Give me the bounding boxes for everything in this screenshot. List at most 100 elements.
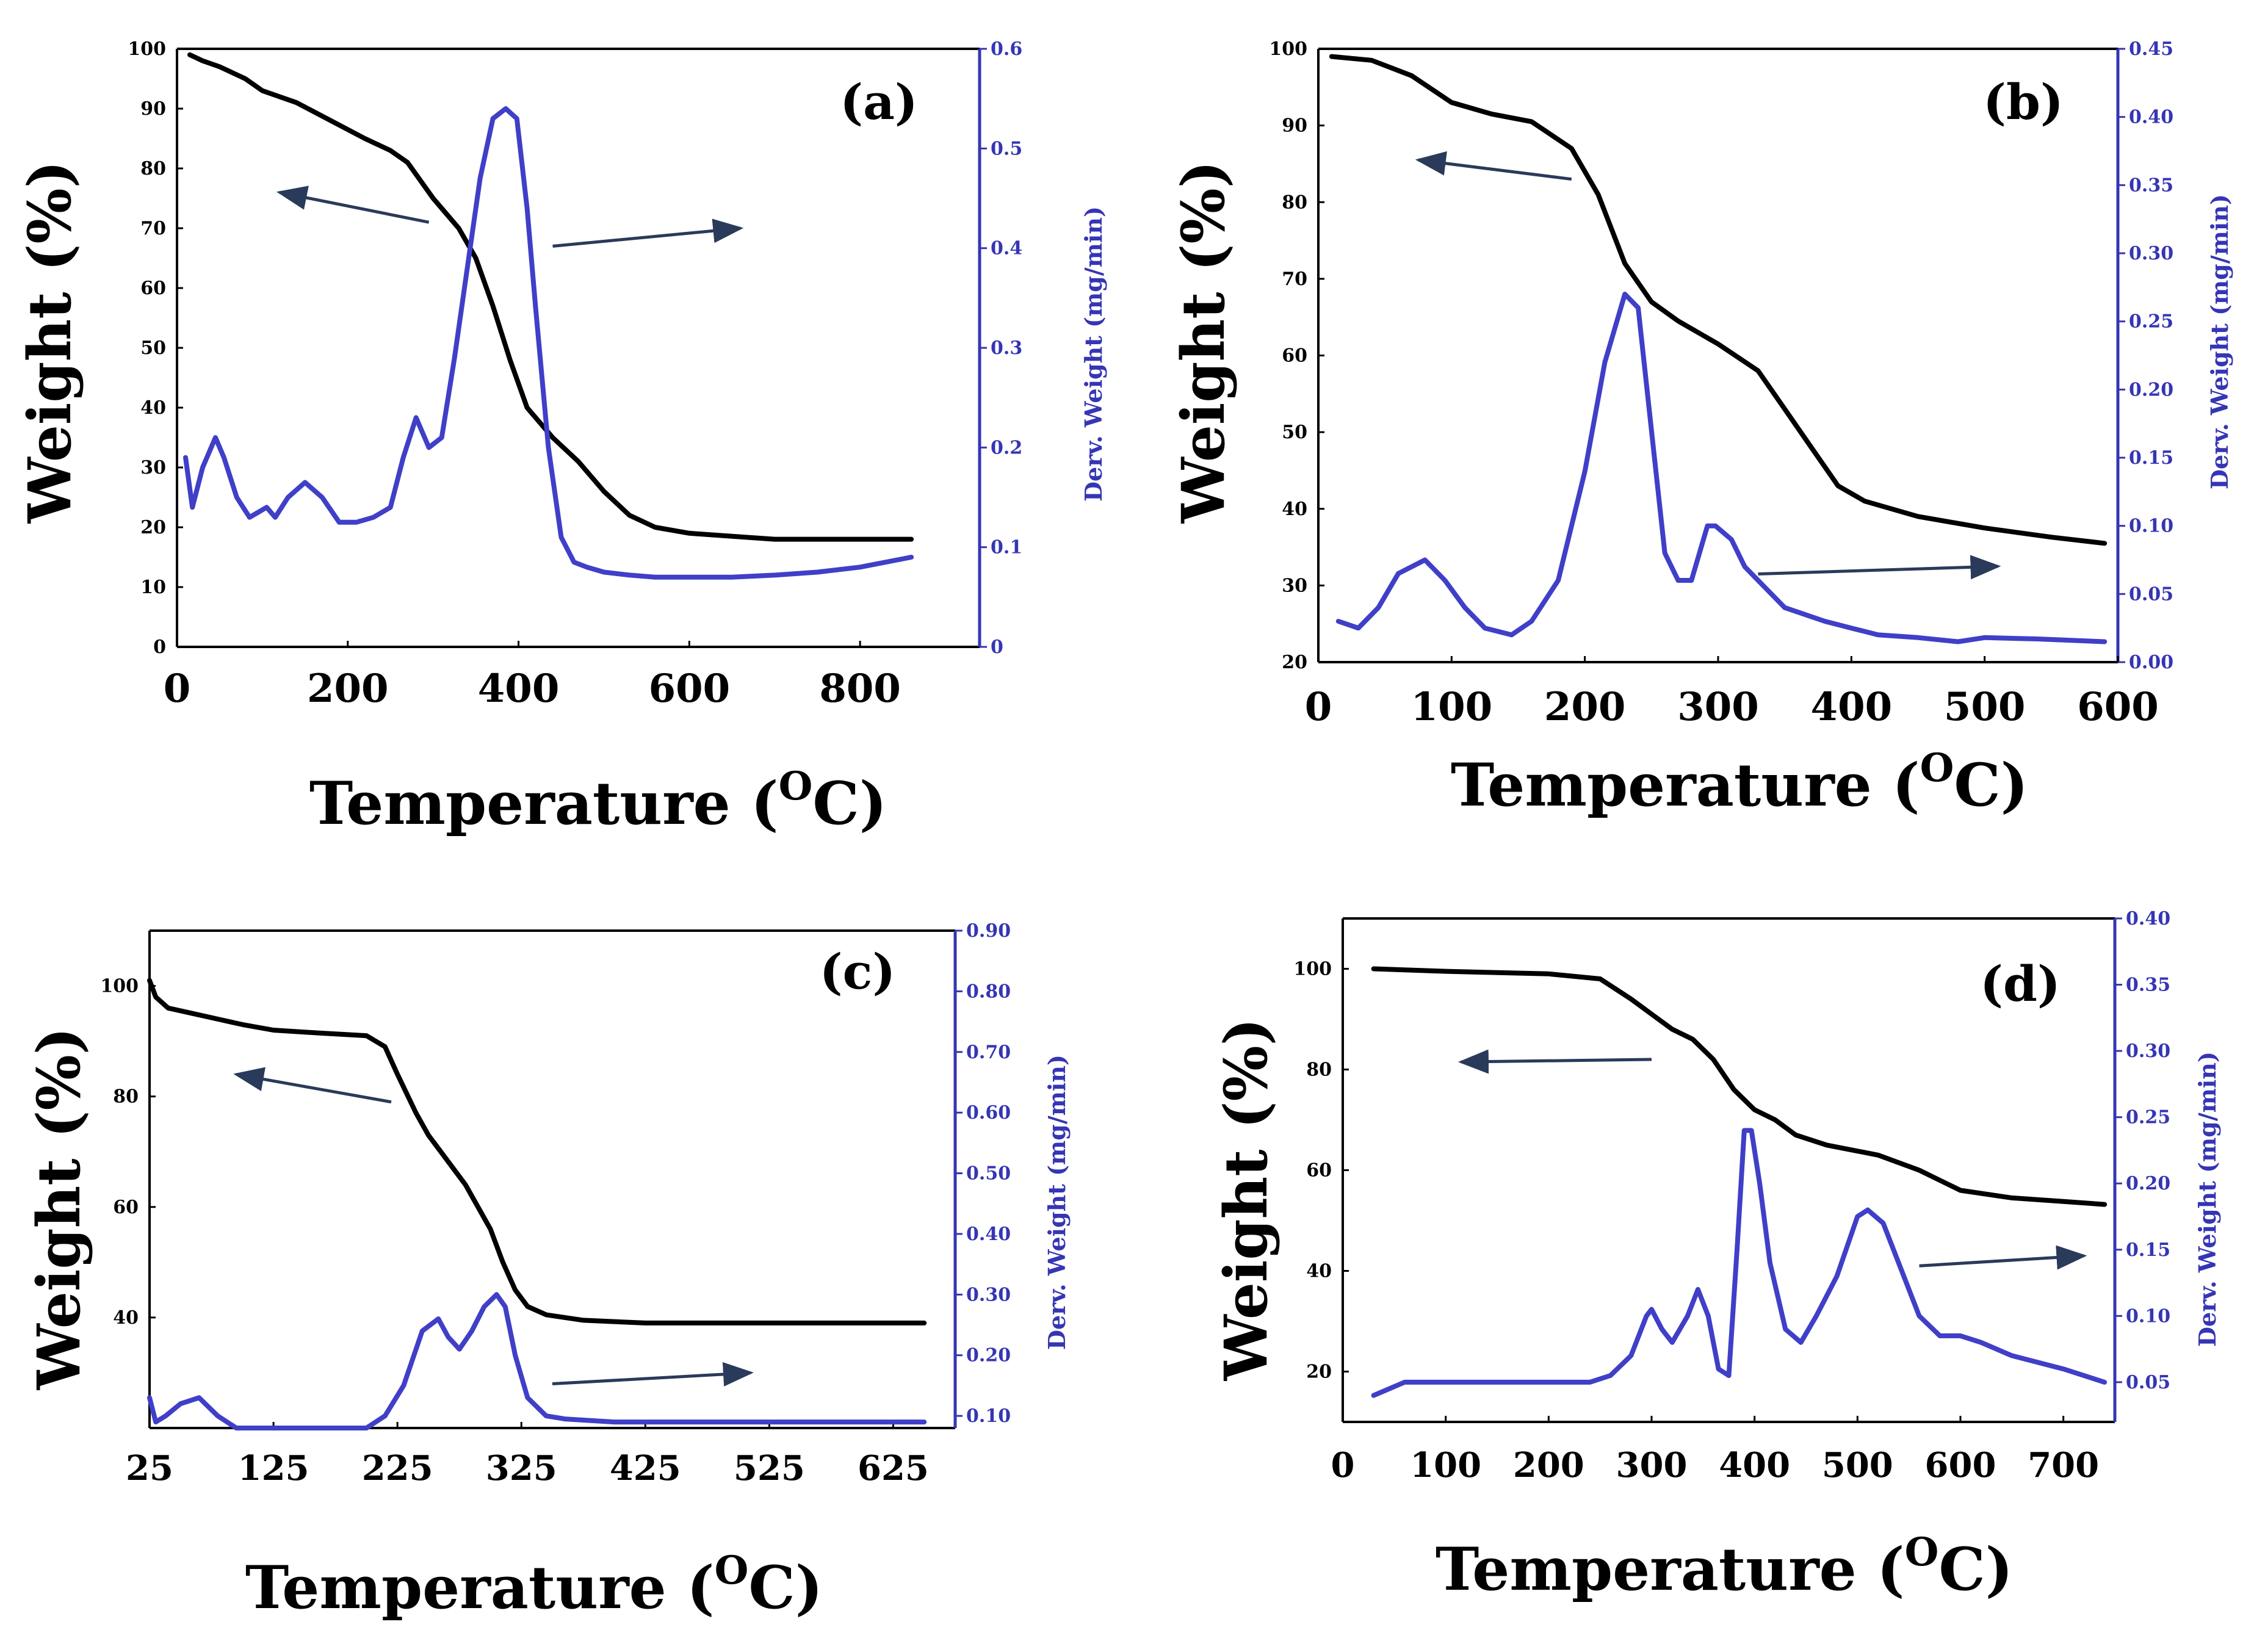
y2-tick-label: 0.15 [2126,1239,2170,1261]
x-tick-label: 600 [2077,684,2159,730]
y-tick-label: 60 [1306,1160,1332,1181]
x-tick-label: 0 [1305,684,1332,730]
y2-tick-label: 0.15 [2129,447,2173,469]
x-tick-label: 600 [649,666,731,712]
x-axis-title-degree: O [715,1548,749,1593]
panel-d: 20 40 60 80 100 0.05 0.10 0.15 0.20 0.25 0.30 0.35 0… [1212,908,2221,1604]
x-axis-title-degree: O [779,763,813,809]
y2-tick-label: 0.25 [2126,1107,2170,1128]
derivative-weight-series [1371,1128,2108,1398]
x-tick-label: 125 [238,1448,309,1488]
y-tick-label: 40 [140,397,166,419]
y-tick-label: 80 [1306,1059,1332,1081]
x-axis-title-main: Temperature ( [245,1553,715,1622]
y-tick-label: 100 [128,38,166,60]
derivative-weight-series [1335,292,2108,644]
x-tick-label: 300 [1616,1445,1688,1485]
x-tick-label: 200 [1544,684,1626,730]
y-axis-title: Weight (%) [1212,1018,1281,1381]
x-axis-title: Temperature (OC) [309,763,887,838]
panel-label: (c) [820,943,895,1000]
y-tick-label: 80 [140,158,166,179]
y2-tick-label: 0.20 [2126,1173,2170,1194]
x-axis-title-main: Temperature ( [309,769,779,838]
arrow-to-weight-axis [1458,1049,1652,1074]
x-tick-label: 625 [858,1448,929,1488]
x-tick-label: 200 [1513,1445,1584,1485]
arrow-to-deriv-axis [552,218,744,248]
x-tick-label: 0 [1331,1445,1355,1485]
panel-b: 20 30 40 50 60 70 80 90 100 0.00 0.05 0.10 0.15 0.20 0… [1169,38,2233,820]
y2-tick-label: 0.05 [2126,1372,2170,1393]
panel-label: (d) [1980,955,2061,1012]
y2-tick-label: 0.4 [991,238,1022,259]
y-axis-title: Weight (%) [24,1027,93,1390]
weight-series [147,978,927,1326]
y2-tick-label: 0.30 [2129,243,2173,264]
x-tick-label: 600 [1925,1445,1996,1485]
y2-tick-label: 0.25 [2129,311,2173,333]
y2-tick-label: 0.10 [2129,516,2173,537]
y2-tick-label: 0.20 [966,1345,1011,1366]
y2-tick-label: 0.10 [2126,1305,2170,1327]
x-axis-title-main: Temperature ( [1451,751,1920,820]
y-tick-label: 40 [113,1307,139,1329]
y2-tick-label: 0.45 [2129,38,2173,60]
x-axis-title-degree: O [1920,745,1954,791]
x-tick-label: 700 [2028,1445,2099,1485]
derivative-weight-series [147,1292,927,1430]
y-tick-label: 30 [1282,575,1307,596]
y-axis-title: Weight (%) [1169,161,1238,524]
x-tick-label: 100 [1410,1445,1481,1485]
y-tick-label: 0 [153,637,166,658]
y2-tick-label: 0.2 [991,437,1022,458]
y2-tick-label: 0.20 [2129,379,2173,400]
y2-tick-label: 0 [991,637,1003,658]
y-tick-label: 20 [140,517,166,538]
x-tick-label: 500 [1822,1445,1893,1485]
y-tick-label: 40 [1306,1261,1332,1282]
x-tick-label: 425 [610,1448,681,1488]
weight-series [187,52,914,542]
y2-tick-label: 0.6 [991,38,1022,60]
weight-series [1329,54,2108,546]
y2-tick-label: 0.50 [966,1163,1011,1185]
y2-axis-title: Derv. Weight (mg/min) [1043,1055,1071,1350]
x-tick-label: 400 [478,666,560,712]
panel-label: (a) [840,73,918,131]
y2-tick-label: 0.35 [2126,975,2170,996]
y-axis-title: Weight (%) [15,161,84,524]
arrow-to-weight-axis [276,186,430,224]
arrow-to-deriv-axis [1919,1245,2087,1270]
x-tick-label: 300 [1677,684,1759,730]
x-tick-label: 500 [1944,684,2026,730]
y2-tick-label: 0.35 [2129,175,2173,196]
y-tick-label: 60 [1282,345,1307,367]
y2-tick-label: 0.5 [991,138,1022,159]
x-tick-label: 25 [126,1448,173,1488]
y-tick-label: 100 [1293,959,1332,980]
y2-tick-label: 0.00 [2129,652,2173,673]
y2-tick-label: 0.40 [2129,107,2173,128]
y-tick-label: 50 [1282,422,1307,443]
x-tick-label: 400 [1811,684,1893,730]
y-tick-label: 40 [1282,499,1307,520]
y2-tick-label: 0.30 [2126,1041,2170,1062]
y2-tick-label: 0.1 [991,537,1022,558]
y2-tick-label: 0.3 [991,337,1022,359]
x-tick-label: 400 [1719,1445,1790,1485]
y-tick-label: 60 [140,278,166,299]
y2-tick-label: 0.80 [966,981,1011,1002]
y-tick-label: 20 [1282,652,1307,673]
y2-axis-title: Derv. Weight (mg/min) [1080,206,1107,502]
x-tick-label: 325 [486,1448,557,1488]
x-tick-label: 225 [362,1448,433,1488]
y-tick-label: 80 [113,1086,139,1108]
x-axis-title-unit: C) [1938,1535,2013,1604]
x-axis-title-unit: C) [812,769,887,838]
x-axis-title-main: Temperature ( [1436,1535,1905,1604]
x-axis-title: Temperature (OC) [1436,1529,2013,1604]
y-tick-label: 60 [113,1197,139,1218]
y2-axis-title: Derv. Weight (mg/min) [2194,1051,2221,1347]
